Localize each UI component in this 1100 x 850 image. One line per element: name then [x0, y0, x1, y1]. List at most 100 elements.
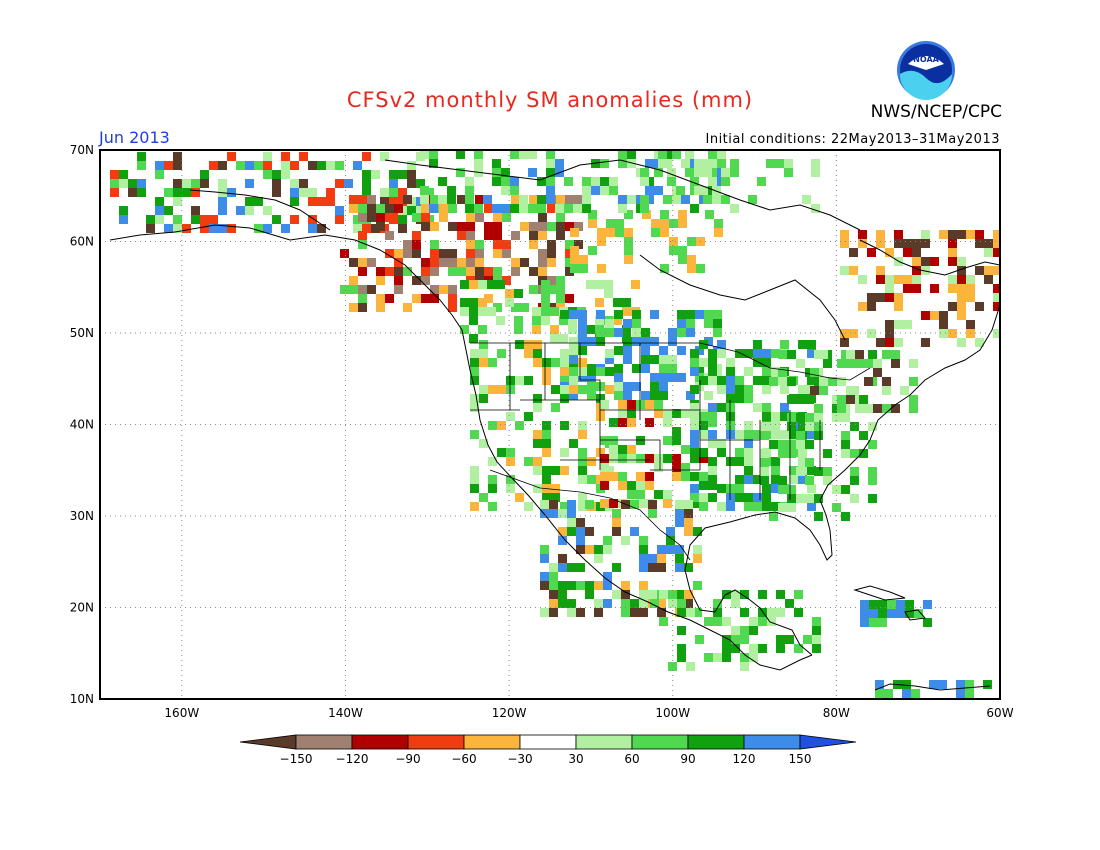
anomaly-cell: [762, 349, 771, 358]
anomaly-cell: [659, 355, 668, 364]
anomaly-cell: [488, 457, 497, 466]
anomaly-cell: [469, 334, 478, 343]
anomaly-cell: [514, 289, 523, 298]
map-title: CFSv2 monthly SM anomalies (mm): [346, 88, 754, 112]
anomaly-cell: [789, 475, 798, 484]
anomaly-cell: [520, 222, 529, 231]
anomaly-cell: [358, 294, 367, 303]
anomaly-cell: [465, 177, 474, 186]
anomaly-cell: [778, 449, 787, 458]
anomaly-cell: [713, 617, 722, 626]
anomaly-cell: [668, 328, 677, 337]
anomaly-cell: [505, 298, 514, 307]
anomaly-cell: [403, 249, 412, 258]
colorbar-segment: [687, 734, 745, 750]
anomaly-cell: [466, 267, 475, 276]
anomaly-cell: [398, 188, 407, 197]
anomaly-cell: [855, 350, 864, 359]
anomaly-cell: [807, 466, 816, 475]
anomaly-cell: [528, 150, 537, 159]
anomaly-cell: [367, 195, 376, 204]
anomaly-cell: [612, 518, 621, 527]
anomaly-cell: [740, 653, 749, 662]
anomaly-cell: [837, 377, 846, 386]
anomaly-cell: [993, 239, 1000, 248]
anomaly-cell: [281, 170, 290, 179]
anomaly-cell: [731, 644, 740, 653]
lon-tick-label: 100W: [655, 706, 690, 720]
anomaly-cell: [675, 500, 684, 509]
anomaly-cell: [549, 581, 558, 590]
anomaly-cell: [496, 280, 505, 289]
anomaly-cell: [805, 368, 814, 377]
anomaly-cell: [659, 590, 668, 599]
anomaly-cell: [594, 608, 603, 617]
anomaly-cell: [466, 231, 475, 240]
anomaly-cell: [551, 385, 560, 394]
anomaly-cell: [362, 224, 371, 233]
anomaly-cell: [666, 545, 675, 554]
anomaly-cell: [569, 337, 578, 346]
anomaly-cell: [605, 319, 614, 328]
lon-tick-label: 160W: [164, 706, 199, 720]
colorbar-segment: [239, 734, 297, 750]
anomaly-cell: [421, 258, 430, 267]
anomaly-cell: [597, 228, 606, 237]
anomaly-cell: [762, 358, 771, 367]
anomaly-cell: [429, 150, 438, 159]
anomaly-cell: [869, 609, 878, 618]
anomaly-cell: [398, 215, 407, 224]
anomaly-cell: [470, 367, 479, 376]
anomaly-cell: [585, 590, 594, 599]
anomaly-cell: [496, 316, 505, 325]
anomaly-cell: [474, 150, 483, 159]
anomaly-cell: [681, 159, 690, 168]
anomaly-cell: [975, 266, 984, 275]
anomaly-cell: [686, 391, 695, 400]
anomaly-cell: [686, 310, 695, 319]
anomaly-cell: [587, 367, 596, 376]
anomaly-cell: [578, 358, 587, 367]
anomaly-cell: [909, 395, 918, 404]
anomaly-cell: [155, 170, 164, 179]
anomaly-cell: [914, 609, 923, 618]
anomaly-cell: [603, 572, 612, 581]
anomaly-cell: [694, 159, 703, 168]
anomaly-cell: [576, 527, 585, 536]
anomaly-cell: [850, 494, 859, 503]
anomaly-cell: [704, 653, 713, 662]
anomaly-cell: [837, 395, 846, 404]
anomaly-cell: [757, 177, 766, 186]
anomaly-cell: [385, 249, 394, 258]
anomaly-cell: [430, 285, 439, 294]
anomaly-cell: [744, 466, 753, 475]
anomaly-cell: [520, 258, 529, 267]
anomaly-cell: [663, 418, 672, 427]
anomaly-cell: [470, 403, 479, 412]
anomaly-cell: [540, 608, 549, 617]
anomaly-cell: [484, 294, 493, 303]
anomaly-cell: [730, 168, 739, 177]
anomaly-cell: [650, 599, 659, 608]
anomaly-cell: [457, 258, 466, 267]
anomaly-cell: [398, 197, 407, 206]
anomaly-cell: [805, 440, 814, 449]
anomaly-cell: [560, 466, 569, 475]
anomaly-cell: [760, 467, 769, 476]
anomaly-cell: [780, 430, 789, 439]
anomaly-cell: [173, 161, 182, 170]
anomaly-cell: [693, 527, 702, 536]
anomaly-cell: [421, 222, 430, 231]
anomaly-cell: [798, 457, 807, 466]
anomaly-cell: [787, 377, 796, 386]
anomaly-cell: [529, 267, 538, 276]
anomaly-cell: [762, 484, 771, 493]
anomaly-cell: [501, 204, 510, 213]
anomaly-cell: [376, 267, 385, 276]
anomaly-cell: [882, 377, 891, 386]
anomaly-cell: [394, 267, 403, 276]
anomaly-cell: [660, 228, 669, 237]
anomaly-cell: [586, 280, 595, 289]
anomaly-cell: [681, 472, 690, 481]
anomaly-cell: [894, 230, 903, 239]
